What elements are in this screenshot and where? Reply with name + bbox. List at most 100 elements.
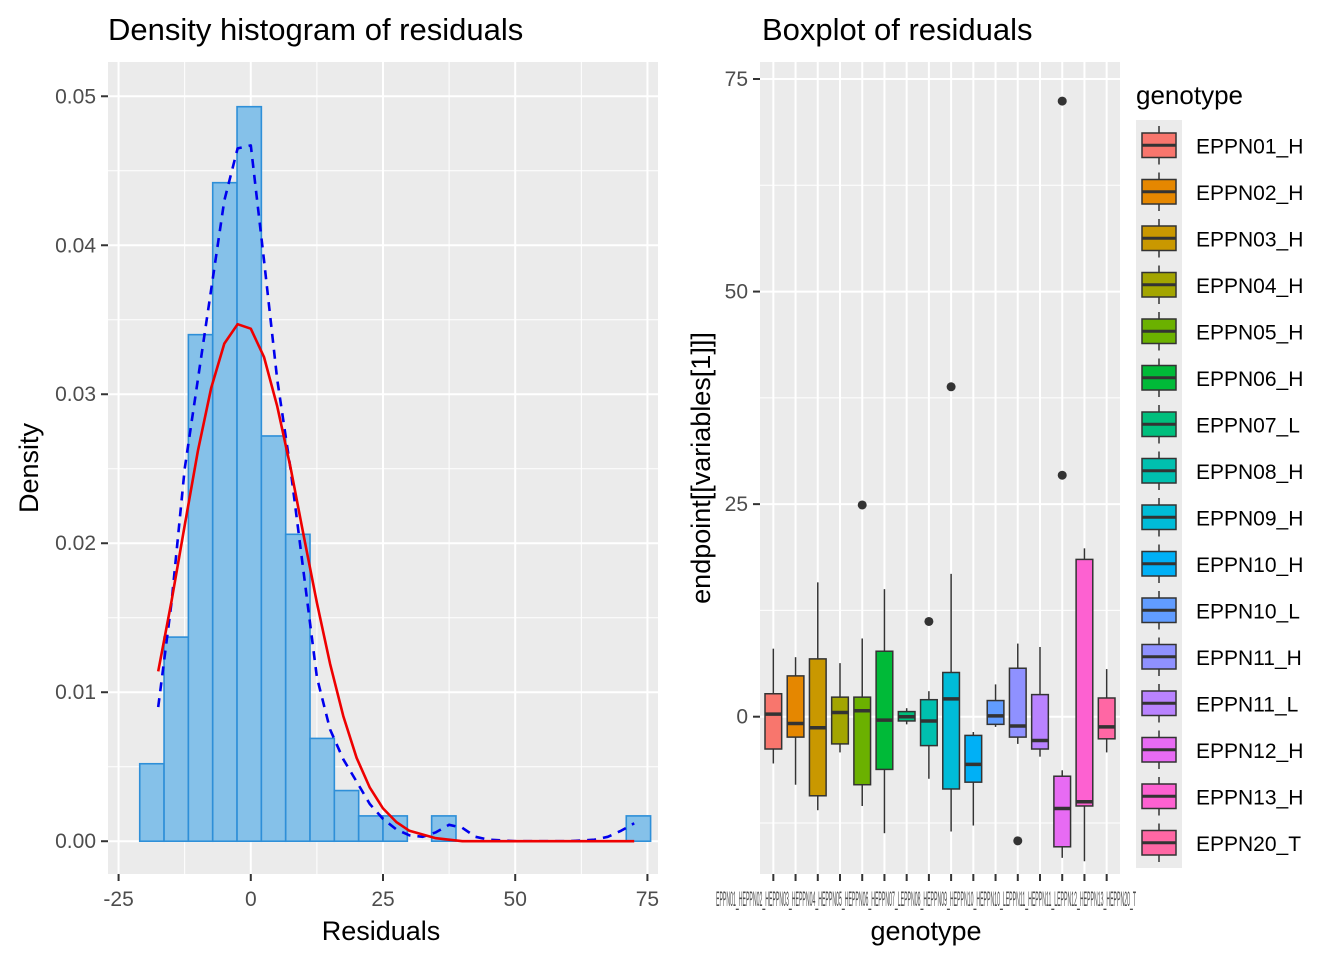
box-iqr (1053, 775, 1072, 848)
boxplot-box-eppn06_h (875, 589, 894, 834)
legend-item-eppn07_l: EPPN07_L (1141, 405, 1300, 444)
histogram-x-tick-label: 0 (245, 888, 257, 911)
boxplot-box-eppn10_l (986, 684, 1005, 727)
boxplot-box-eppn04_h (830, 663, 850, 753)
legend-item-eppn13_h: EPPN13_H (1141, 777, 1303, 816)
histogram-y-tick-label: 0.04 (55, 234, 96, 257)
boxplot-y-tick-label: 0 (736, 706, 748, 729)
histogram-y-tick-label: 0.00 (55, 830, 96, 853)
legend-label: EPPN04_H (1196, 275, 1303, 298)
boxplot-box-eppn20_t (1097, 669, 1116, 753)
histogram-x-tick-label: 75 (636, 888, 659, 911)
legend-item-eppn01_h: EPPN01_H (1141, 126, 1303, 165)
legend-label: EPPN20_T (1196, 833, 1301, 856)
legend-item-eppn09_h: EPPN09_H (1141, 498, 1303, 537)
legend-label: EPPN02_H (1196, 182, 1303, 205)
boxplot-x-tick-labels: EPPN01_HEPPN02_HEPPN03_HEPPN04_HEPPN05_H… (716, 888, 1136, 911)
legend-label: EPPN09_H (1196, 507, 1303, 530)
legend-item-eppn10_h: EPPN10_H (1141, 544, 1303, 583)
histogram-y-tick-label: 0.03 (55, 383, 96, 406)
kernel-density-line (156, 144, 635, 843)
legend-label: EPPN11_H (1196, 647, 1302, 670)
legend-item-eppn10_l: EPPN10_L (1141, 591, 1300, 630)
histogram-axes: -25 0 25 50 75 0.00 0.01 0.02 0.03 0.04 0.05 (55, 85, 659, 911)
legend-label: EPPN08_H (1196, 461, 1303, 484)
histogram-bar (357, 815, 384, 843)
legend-item-eppn11_h: EPPN11_H (1141, 637, 1302, 676)
box-iqr (875, 650, 894, 771)
histogram-y-axis-title: Density (14, 422, 44, 513)
legend-label: EPPN10_H (1196, 554, 1303, 577)
histogram-bar (625, 815, 652, 843)
legend-item-eppn02_h: EPPN02_H (1141, 172, 1303, 211)
legend-label: EPPN03_H (1196, 228, 1303, 251)
histogram-bar (333, 789, 360, 843)
boxplot-box-eppn08_h (919, 616, 938, 779)
histogram-y-tick-label: 0.01 (55, 681, 96, 704)
legend-label: EPPN10_L (1196, 600, 1300, 623)
legend-label: EPPN07_L (1196, 414, 1300, 437)
legend: EPPN01_H EPPN02_H EPPN03_H EPPN04_H EPPN05_H… (1136, 120, 1303, 868)
normal-density-line (156, 322, 635, 843)
box-outlier (857, 500, 867, 510)
box-outlier (1057, 96, 1067, 106)
boxplot-y-tick-label: 75 (725, 68, 748, 91)
box-iqr (1075, 558, 1094, 807)
histogram-bar (187, 333, 214, 843)
histogram-bar (309, 737, 336, 843)
box-iqr (853, 696, 872, 786)
legend-item-eppn05_h: EPPN05_H (1141, 312, 1303, 351)
legend-label: EPPN11_L (1196, 693, 1298, 716)
box-iqr (1097, 697, 1116, 740)
box-iqr (1030, 693, 1050, 750)
boxplot-box-eppn07_l (897, 708, 916, 725)
boxplot-box-eppn01_h (764, 648, 783, 764)
histogram-bars (138, 105, 652, 843)
boxplot-gridlines (760, 62, 1120, 874)
legend-label: EPPN12_H (1196, 740, 1303, 763)
legend-title: genotype (1136, 80, 1243, 110)
histogram-title: Density histogram of residuals (108, 12, 523, 47)
boxplot-box-eppn13_h (1075, 548, 1094, 862)
boxplot-boxes (764, 96, 1116, 862)
boxplot-y-axis-title: endpoint[[variables[1]]] (686, 332, 716, 604)
box-iqr (1008, 667, 1027, 738)
histogram-bar (163, 636, 190, 843)
histogram-density-lines (156, 144, 635, 843)
legend-item-eppn08_h: EPPN08_H (1141, 451, 1303, 490)
boxplot-box-eppn11_l (1030, 646, 1050, 757)
histogram-x-tick-label: 50 (504, 888, 527, 911)
boxplot-box-eppn11_h (1008, 643, 1027, 846)
legend-item-eppn03_h: EPPN03_H (1141, 219, 1303, 258)
box-iqr (986, 699, 1005, 726)
boxplot-box-eppn12_h (1053, 96, 1072, 858)
legend-label: EPPN05_H (1196, 321, 1303, 344)
box-iqr (764, 692, 783, 750)
box-outlier (924, 616, 934, 626)
histogram-x-tick-label: -25 (103, 888, 133, 911)
boxplot-y-tick-label: 25 (725, 493, 748, 516)
box-iqr (964, 734, 983, 783)
legend-item-eppn20_t: EPPN20_T (1141, 823, 1301, 862)
boxplot-title: Boxplot of residuals (762, 12, 1033, 47)
box-outlier (1013, 836, 1023, 846)
box-outlier (946, 382, 956, 392)
histogram-x-tick-label: 25 (371, 888, 394, 911)
histogram-bar (284, 533, 311, 843)
box-outlier (1057, 470, 1067, 480)
legend-label: EPPN13_H (1196, 786, 1303, 809)
boxplot-box-eppn10_h (964, 732, 983, 826)
legend-label: EPPN01_H (1196, 135, 1303, 158)
histogram-bar (211, 181, 238, 843)
boxplot-y-tick-label: 50 (725, 281, 748, 304)
histogram-bar (236, 105, 263, 843)
box-iqr (830, 696, 850, 745)
histogram-y-tick-label: 0.02 (55, 532, 96, 555)
box-iqr (942, 671, 961, 790)
legend-item-eppn11_l: EPPN11_L (1141, 684, 1298, 723)
histogram-y-tick-label: 0.05 (55, 85, 96, 108)
boxplot-box-eppn03_h (808, 582, 827, 811)
legend-label: EPPN06_H (1196, 368, 1303, 391)
boxplot-box-eppn02_h (786, 657, 805, 785)
